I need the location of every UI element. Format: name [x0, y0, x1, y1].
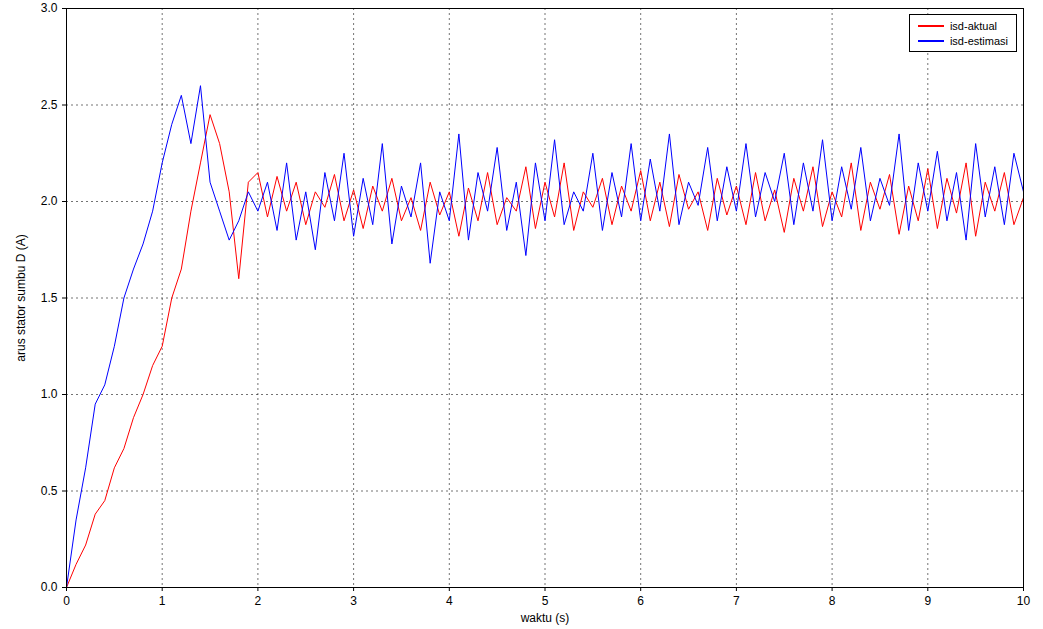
- svg-text:waktu (s): waktu (s): [520, 611, 570, 625]
- svg-text:1.0: 1.0: [41, 387, 58, 401]
- svg-text:2: 2: [255, 594, 262, 608]
- svg-text:9: 9: [924, 594, 931, 608]
- html-text:isd-aktual: isd-aktual: [949, 19, 997, 32]
- svg-text:1: 1: [159, 594, 166, 608]
- svg-text:3: 3: [350, 594, 357, 608]
- svg-text:3.0: 3.0: [41, 1, 58, 15]
- svg-text:1.5: 1.5: [41, 291, 58, 305]
- svg-text:6: 6: [637, 594, 644, 608]
- svg-text:7: 7: [733, 594, 740, 608]
- svg-text:2.0: 2.0: [41, 194, 58, 208]
- svg-text:5: 5: [542, 594, 549, 608]
- html-text:isd-estimasi: isd-estimasi: [949, 34, 1008, 47]
- svg-text:4: 4: [446, 594, 453, 608]
- svg-text:0: 0: [63, 594, 70, 608]
- svg-text:arus stator sumbu D (A): arus stator sumbu D (A): [14, 234, 28, 361]
- svg-text:2.5: 2.5: [41, 98, 58, 112]
- svg-text:0.5: 0.5: [41, 484, 58, 498]
- svg-text:8: 8: [829, 594, 836, 608]
- svg-text:0.0: 0.0: [41, 580, 58, 594]
- svg-text:10: 10: [1017, 594, 1031, 608]
